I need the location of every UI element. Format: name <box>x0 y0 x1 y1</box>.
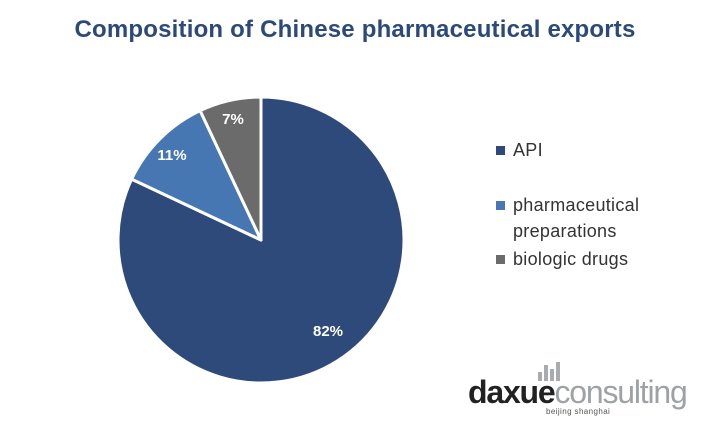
legend-label-api-line-1: API <box>513 140 543 160</box>
legend-label-biologic-drugs: biologic drugs <box>513 246 628 272</box>
slice-label-pharmaceutical-preparations: 11% <box>157 147 186 164</box>
legend-label-pharmaceutical-preparations-line-1: pharmaceutical <box>513 195 640 215</box>
legend-swatch-pharmaceutical-preparations <box>496 201 505 210</box>
logo-text-daxue: daxue <box>468 374 556 410</box>
logo-tagline: beijing shanghai <box>546 407 611 416</box>
pie-slice-pharmaceutical-preparations <box>130 109 263 242</box>
legend-label-biologic-drugs-line-1: biologic drugs <box>513 249 629 269</box>
daxue-consulting-logo: daxueconsulting beijing shanghai <box>468 362 703 422</box>
legend-item-api: API <box>496 137 696 163</box>
slice-label-api: 82% <box>313 323 343 340</box>
chart-title: Composition of Chinese pharmaceutical ex… <box>74 16 636 43</box>
pie-slice-biologic-drugs <box>198 95 263 242</box>
logo-wordmark: daxueconsulting <box>468 374 688 410</box>
legend-swatch-biologic-drugs <box>496 255 505 264</box>
legend-label-pharmaceutical-preparations: pharmaceutical preparations <box>513 192 639 244</box>
logo-text-consulting: consulting <box>554 374 688 410</box>
legend-item-pharmaceutical-preparations: pharmaceutical preparations <box>496 192 696 244</box>
slice-label-biologic-drugs: 7% <box>222 111 244 128</box>
legend: API pharmaceutical preparations biologic… <box>496 137 696 272</box>
legend-item-biologic-drugs: biologic drugs <box>496 246 696 272</box>
legend-swatch-api <box>496 146 505 155</box>
legend-label-api: API <box>513 137 543 163</box>
legend-label-pharmaceutical-preparations-line-2: preparations <box>513 221 617 241</box>
